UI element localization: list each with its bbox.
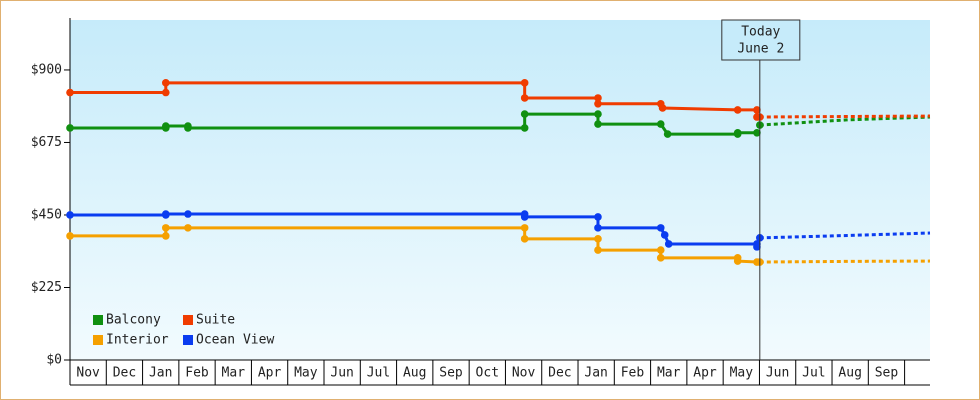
data-point <box>733 128 742 137</box>
data-point <box>733 257 742 265</box>
y-tick-label: $450 <box>31 207 62 222</box>
data-point <box>520 224 529 232</box>
data-point <box>184 124 192 132</box>
today-label: Today <box>741 25 780 40</box>
x-tick-label: Feb <box>185 366 209 381</box>
data-point <box>594 99 602 108</box>
x-tick-label: Dec <box>548 366 571 381</box>
y-tick-label: $0 <box>46 353 62 368</box>
forecast-line <box>759 259 931 264</box>
forecast-line <box>759 114 931 119</box>
x-tick-label: Dec <box>113 366 136 381</box>
x-tick-label: Apr <box>258 366 282 381</box>
x-tick-label: Feb <box>621 366 645 381</box>
forecast-line <box>759 231 931 240</box>
legend-label: Suite <box>196 313 235 328</box>
data-point <box>733 106 742 114</box>
data-point <box>66 88 74 97</box>
data-point <box>66 211 74 219</box>
data-point <box>161 88 170 97</box>
data-point <box>594 246 602 254</box>
today-box <box>721 19 801 61</box>
x-tick-label: Jul <box>802 366 825 381</box>
data-point <box>594 110 602 118</box>
x-tick-label: Nov <box>512 366 536 381</box>
data-point <box>664 240 673 248</box>
x-tick-label: Sep <box>875 366 899 381</box>
data-point <box>520 213 529 221</box>
data-point <box>656 246 665 254</box>
data-point <box>594 94 602 102</box>
x-tick-label: Jun <box>330 366 353 381</box>
x-tick-label: Aug <box>403 366 426 381</box>
x-tick-label: Jan <box>149 366 172 381</box>
data-point <box>753 106 761 114</box>
x-tick-label: Mar <box>657 366 681 381</box>
data-point <box>520 110 529 118</box>
x-axis-strip <box>70 360 930 385</box>
x-tick-label: Jun <box>766 366 789 381</box>
data-point <box>663 130 672 138</box>
data-point <box>520 235 529 243</box>
data-point <box>66 232 74 240</box>
data-point <box>656 254 665 262</box>
data-point <box>161 210 170 218</box>
data-point <box>594 120 602 128</box>
x-tick-label: May <box>730 366 754 381</box>
x-tick-label: Aug <box>838 366 861 381</box>
data-point <box>660 231 669 239</box>
x-tick-label: Mar <box>222 366 246 381</box>
x-tick-label: Jul <box>367 366 390 381</box>
data-point <box>594 224 602 232</box>
legend-label: Interior <box>106 333 169 348</box>
today-label: June 2 <box>737 42 784 57</box>
y-tick-label: $900 <box>31 62 62 77</box>
legend-label: Ocean View <box>196 333 274 348</box>
y-tick-label: $675 <box>31 135 62 150</box>
data-point <box>656 224 665 232</box>
data-point <box>66 124 74 132</box>
data-point <box>184 224 192 232</box>
data-point <box>520 79 529 87</box>
data-point <box>184 210 192 218</box>
plot-area <box>70 20 930 360</box>
data-point <box>520 124 529 132</box>
data-point <box>753 128 761 137</box>
data-point <box>658 104 667 112</box>
x-tick-label: Apr <box>693 366 717 381</box>
x-tick-label: Jan <box>584 366 607 381</box>
y-tick-label: $225 <box>31 280 62 295</box>
data-point <box>161 79 170 87</box>
data-point <box>161 224 170 232</box>
data-point <box>520 94 529 102</box>
data-point <box>161 122 170 130</box>
legend-swatch <box>183 315 193 325</box>
forecast-line <box>759 115 931 127</box>
x-tick-label: May <box>294 366 318 381</box>
x-tick-label: Oct <box>476 366 499 381</box>
data-point <box>753 243 761 251</box>
legend-label: Balcony <box>106 313 161 328</box>
legend-swatch <box>93 315 103 325</box>
data-point <box>594 213 602 221</box>
legend-swatch <box>93 335 103 345</box>
data-point <box>656 120 665 128</box>
x-tick-label: Sep <box>439 366 463 381</box>
x-tick-label: Nov <box>76 366 100 381</box>
legend-swatch <box>183 335 193 345</box>
data-point <box>161 232 170 240</box>
data-point <box>594 235 602 243</box>
